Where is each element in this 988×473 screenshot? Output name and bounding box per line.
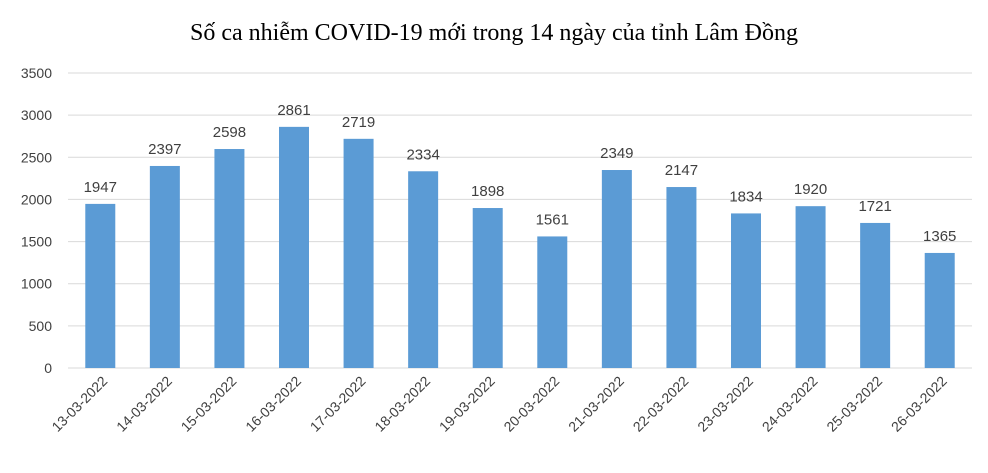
bar	[537, 236, 568, 368]
bar	[85, 203, 116, 368]
x-tick-label: 14-03-2022	[113, 373, 175, 435]
x-tick-label: 13-03-2022	[48, 373, 110, 435]
bar	[924, 252, 955, 368]
x-tick-label: 15-03-2022	[178, 373, 240, 435]
data-label: 1947	[84, 179, 117, 196]
y-tick-label: 2000	[21, 191, 52, 207]
bar	[279, 126, 309, 368]
bar	[731, 213, 761, 368]
bar	[408, 171, 439, 368]
x-tick-label: 22-03-2022	[630, 373, 692, 435]
data-label: 2349	[600, 145, 633, 162]
bar	[795, 206, 826, 368]
bars	[85, 126, 955, 368]
gridlines	[68, 72, 972, 369]
data-label: 2861	[277, 102, 310, 119]
y-tick-label: 2500	[21, 149, 52, 165]
y-tick-label: 3000	[21, 107, 52, 123]
data-label: 1721	[858, 198, 891, 215]
data-label: 1834	[729, 188, 762, 205]
y-tick-label: 1500	[21, 234, 52, 250]
bar	[601, 170, 632, 368]
data-label: 1920	[794, 181, 827, 198]
data-label: 2719	[342, 114, 375, 131]
x-tick-label: 16-03-2022	[242, 373, 304, 435]
data-label: 1898	[471, 183, 504, 200]
bar	[472, 208, 503, 368]
data-label: 1561	[536, 211, 569, 228]
bar	[666, 187, 697, 368]
data-label: 2397	[148, 141, 181, 158]
y-tick-label: 500	[29, 318, 53, 334]
y-axis: 0 500 1000 1500 2000 2500 3000 3500	[21, 65, 52, 376]
data-label: 1365	[923, 228, 956, 245]
x-tick-label: 17-03-2022	[307, 373, 369, 435]
y-tick-label: 1000	[21, 276, 52, 292]
x-tick-label: 18-03-2022	[371, 373, 433, 435]
x-tick-label: 19-03-2022	[436, 373, 498, 435]
bar	[343, 138, 374, 368]
x-tick-label: 25-03-2022	[823, 373, 885, 435]
data-label: 2147	[665, 162, 698, 179]
chart-title: Số ca nhiễm COVID-19 mới trong 14 ngày c…	[190, 20, 798, 46]
y-tick-label: 0	[44, 360, 52, 376]
x-tick-label: 20-03-2022	[500, 373, 562, 435]
x-tick-label: 21-03-2022	[565, 373, 627, 435]
data-label: 2598	[213, 124, 246, 141]
x-tick-label: 23-03-2022	[694, 373, 756, 435]
x-tick-label: 24-03-2022	[759, 373, 821, 435]
x-tick-label: 26-03-2022	[888, 373, 950, 435]
x-axis: 13-03-2022 14-03-2022 15-03-2022 16-03-2022…	[48, 373, 950, 435]
bar	[214, 149, 245, 368]
y-tick-label: 3500	[21, 65, 52, 81]
data-label: 2334	[406, 146, 439, 163]
bar	[149, 165, 180, 368]
data-labels: 1947 2397 2598 2861 2719 2334 1898 1561 2349 2147…	[84, 102, 957, 245]
bar	[860, 222, 891, 368]
